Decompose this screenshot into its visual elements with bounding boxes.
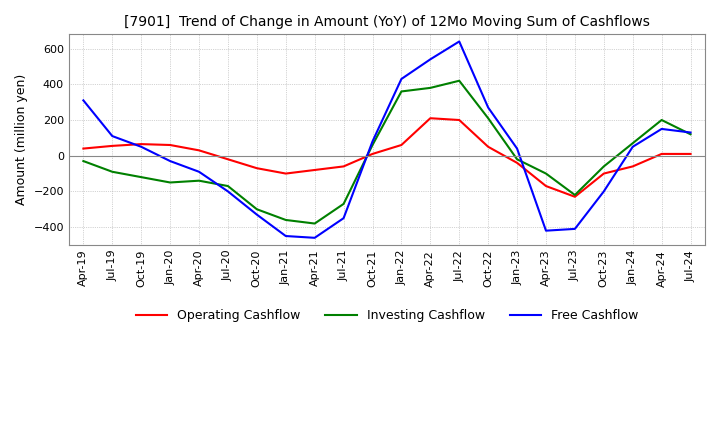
Investing Cashflow	[426, 85, 435, 91]
Free Cashflow	[484, 105, 492, 110]
Investing Cashflow	[455, 78, 464, 84]
Free Cashflow	[629, 144, 637, 150]
Operating Cashflow	[570, 194, 579, 199]
Operating Cashflow	[686, 151, 695, 157]
Free Cashflow	[455, 39, 464, 44]
Operating Cashflow	[629, 164, 637, 169]
Free Cashflow	[310, 235, 319, 240]
Free Cashflow	[600, 189, 608, 194]
Investing Cashflow	[108, 169, 117, 174]
Operating Cashflow	[426, 116, 435, 121]
Free Cashflow	[79, 98, 88, 103]
Investing Cashflow	[484, 116, 492, 121]
Free Cashflow	[397, 76, 406, 81]
Operating Cashflow	[455, 117, 464, 123]
Investing Cashflow	[224, 183, 233, 189]
Operating Cashflow	[137, 142, 145, 147]
Free Cashflow	[513, 146, 521, 151]
Investing Cashflow	[629, 140, 637, 146]
Free Cashflow	[570, 226, 579, 231]
Operating Cashflow	[194, 148, 203, 153]
Investing Cashflow	[253, 207, 261, 212]
Operating Cashflow	[368, 151, 377, 157]
Free Cashflow	[368, 139, 377, 144]
Free Cashflow	[426, 57, 435, 62]
Free Cashflow	[339, 216, 348, 221]
Line: Free Cashflow: Free Cashflow	[84, 41, 690, 238]
Investing Cashflow	[570, 192, 579, 198]
Operating Cashflow	[513, 160, 521, 165]
Investing Cashflow	[600, 164, 608, 169]
Investing Cashflow	[339, 201, 348, 206]
Operating Cashflow	[282, 171, 290, 176]
Free Cashflow	[108, 133, 117, 139]
Line: Investing Cashflow: Investing Cashflow	[84, 81, 690, 224]
Free Cashflow	[253, 212, 261, 217]
Operating Cashflow	[310, 167, 319, 172]
Free Cashflow	[194, 169, 203, 174]
Free Cashflow	[224, 189, 233, 194]
Free Cashflow	[541, 228, 550, 233]
Investing Cashflow	[397, 89, 406, 94]
Free Cashflow	[137, 144, 145, 150]
Operating Cashflow	[657, 151, 666, 157]
Investing Cashflow	[310, 221, 319, 226]
Investing Cashflow	[194, 178, 203, 183]
Operating Cashflow	[484, 144, 492, 150]
Operating Cashflow	[397, 143, 406, 148]
Investing Cashflow	[657, 117, 666, 123]
Free Cashflow	[282, 233, 290, 238]
Operating Cashflow	[166, 143, 174, 148]
Investing Cashflow	[686, 132, 695, 137]
Operating Cashflow	[253, 165, 261, 171]
Operating Cashflow	[600, 171, 608, 176]
Y-axis label: Amount (million yen): Amount (million yen)	[15, 74, 28, 205]
Operating Cashflow	[79, 146, 88, 151]
Investing Cashflow	[282, 217, 290, 223]
Operating Cashflow	[224, 157, 233, 162]
Title: [7901]  Trend of Change in Amount (YoY) of 12Mo Moving Sum of Cashflows: [7901] Trend of Change in Amount (YoY) o…	[124, 15, 650, 29]
Investing Cashflow	[79, 158, 88, 164]
Investing Cashflow	[368, 143, 377, 148]
Legend: Operating Cashflow, Investing Cashflow, Free Cashflow: Operating Cashflow, Investing Cashflow, …	[130, 304, 643, 327]
Operating Cashflow	[108, 143, 117, 149]
Operating Cashflow	[541, 183, 550, 189]
Line: Operating Cashflow: Operating Cashflow	[84, 118, 690, 197]
Investing Cashflow	[137, 175, 145, 180]
Investing Cashflow	[166, 180, 174, 185]
Investing Cashflow	[541, 171, 550, 176]
Free Cashflow	[166, 158, 174, 164]
Free Cashflow	[686, 130, 695, 135]
Investing Cashflow	[513, 157, 521, 162]
Operating Cashflow	[339, 164, 348, 169]
Free Cashflow	[657, 126, 666, 132]
